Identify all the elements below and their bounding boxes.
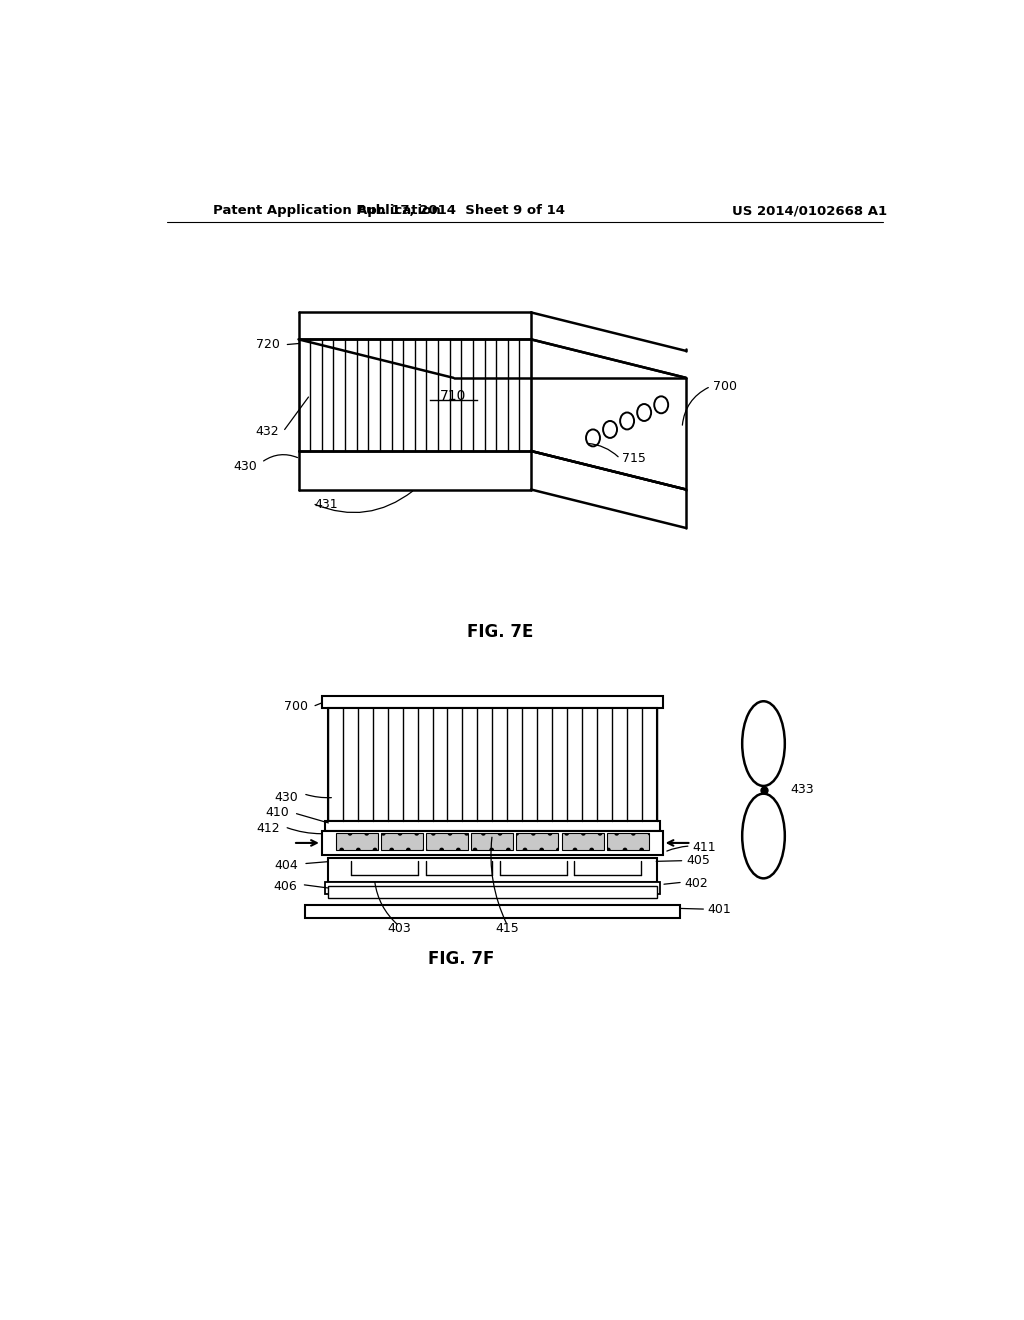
Bar xyxy=(336,833,378,850)
Bar xyxy=(426,833,468,850)
Bar xyxy=(328,886,656,898)
Text: 412: 412 xyxy=(256,822,280,834)
Text: 430: 430 xyxy=(274,791,299,804)
Text: US 2014/0102668 A1: US 2014/0102668 A1 xyxy=(732,205,888,218)
Bar xyxy=(305,906,680,919)
Text: 402: 402 xyxy=(684,878,709,890)
Text: 700: 700 xyxy=(284,700,308,713)
Text: 415: 415 xyxy=(496,921,519,935)
Bar xyxy=(561,833,603,850)
Text: 432: 432 xyxy=(256,425,280,438)
Text: 433: 433 xyxy=(791,783,814,796)
Text: Apr. 17, 2014  Sheet 9 of 14: Apr. 17, 2014 Sheet 9 of 14 xyxy=(357,205,565,218)
Text: 431: 431 xyxy=(314,499,338,511)
Text: 710: 710 xyxy=(440,388,467,403)
Text: 715: 715 xyxy=(623,453,646,465)
Text: 720: 720 xyxy=(256,338,280,351)
Bar xyxy=(381,833,423,850)
Text: 410: 410 xyxy=(265,807,289,820)
Bar xyxy=(328,858,656,882)
Bar xyxy=(471,833,513,850)
Text: 405: 405 xyxy=(686,854,710,867)
Bar xyxy=(325,821,659,830)
Text: 411: 411 xyxy=(692,841,716,854)
Text: 404: 404 xyxy=(274,859,299,871)
Text: FIG. 7E: FIG. 7E xyxy=(467,623,534,642)
Text: Patent Application Publication: Patent Application Publication xyxy=(213,205,441,218)
Bar xyxy=(322,696,663,708)
Text: 403: 403 xyxy=(387,921,411,935)
Text: 401: 401 xyxy=(708,903,731,916)
Text: 406: 406 xyxy=(273,879,297,892)
Bar xyxy=(607,833,649,850)
Text: 700: 700 xyxy=(713,380,737,393)
Bar xyxy=(328,708,656,821)
Text: FIG. 7F: FIG. 7F xyxy=(428,950,495,968)
Bar xyxy=(325,882,659,894)
Bar xyxy=(322,830,663,855)
Bar xyxy=(516,833,558,850)
Text: 430: 430 xyxy=(232,459,257,473)
